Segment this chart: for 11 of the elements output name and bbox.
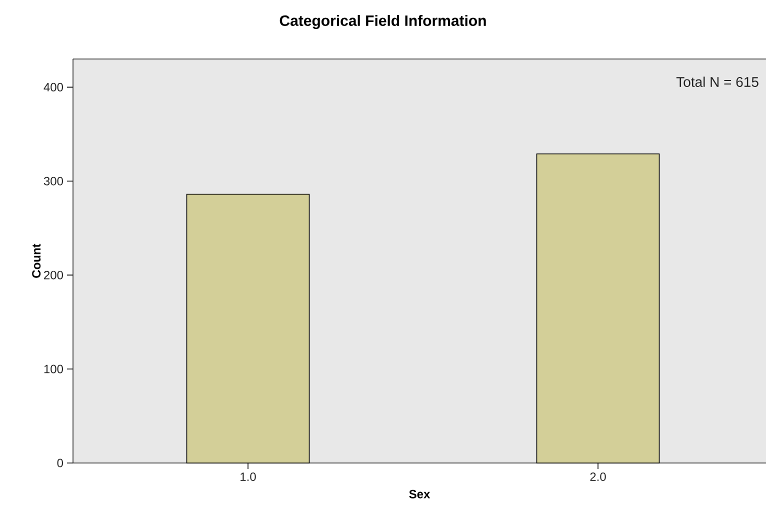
- y-tick-label: 100: [44, 364, 64, 374]
- x-tick-label: 1.0: [240, 472, 256, 482]
- y-tick-label: 300: [44, 176, 64, 186]
- y-tick-label: 400: [44, 82, 64, 92]
- x-tick-label: 2.0: [590, 472, 606, 482]
- annotation: Total N = 615: [676, 76, 758, 87]
- chart-title: Categorical Field Information: [280, 14, 486, 30]
- y-tick-label: 0: [57, 458, 64, 468]
- y-axis-title: Count: [32, 244, 41, 278]
- y-tick-label: 200: [44, 270, 64, 280]
- x-axis-title: Sex: [409, 490, 430, 498]
